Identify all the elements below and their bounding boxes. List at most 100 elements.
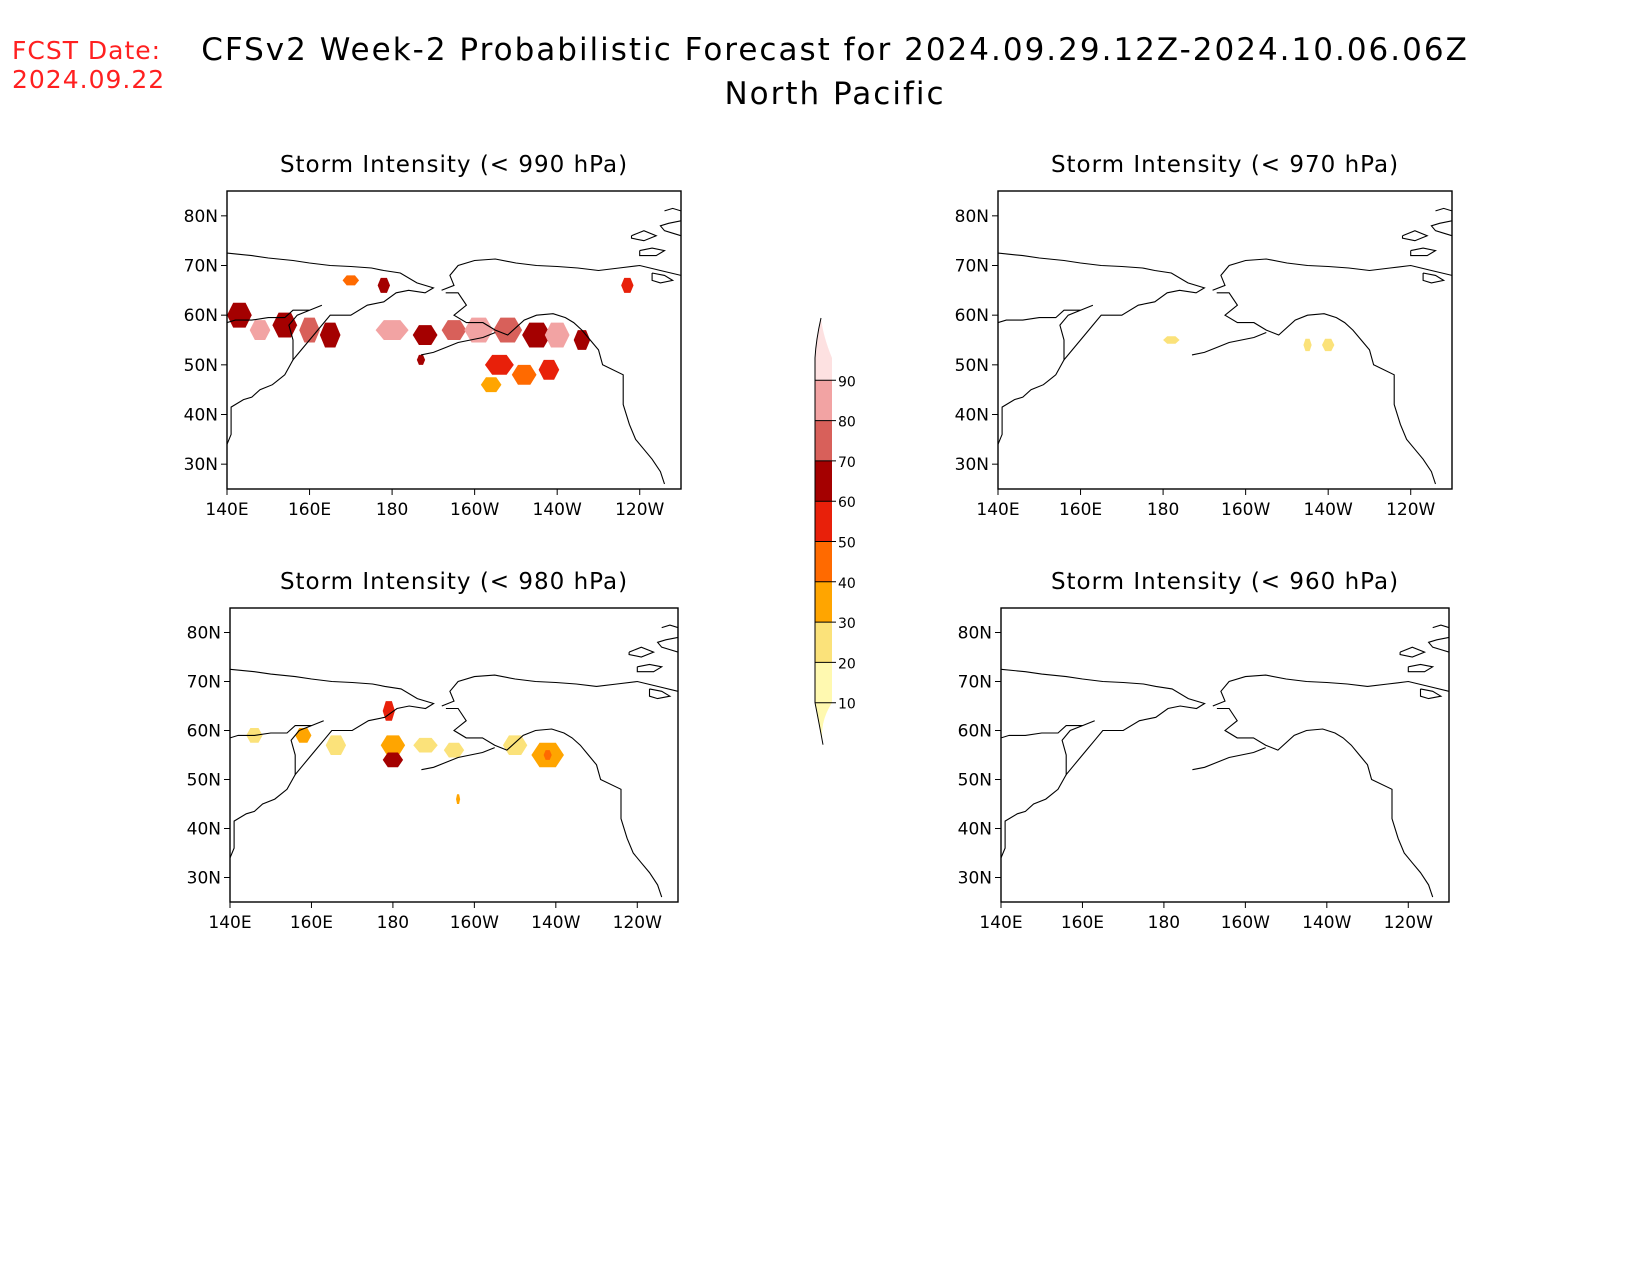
lat-label: 40N — [184, 406, 218, 426]
coastline — [1212, 674, 1449, 707]
probability-cell — [443, 742, 465, 758]
probability-cell — [413, 737, 438, 753]
coastline — [445, 292, 666, 485]
colorbar-swatch — [815, 460, 832, 502]
lon-label: 180 — [1147, 500, 1179, 520]
forecast-date-label: FCST Date: 2024.09.22 — [12, 36, 165, 94]
probability-cell — [621, 277, 634, 293]
lon-label: 140W — [1302, 913, 1351, 933]
coastline — [1216, 292, 1437, 485]
coastline — [1410, 247, 1437, 257]
coastline — [1419, 688, 1443, 700]
coastline — [651, 272, 675, 284]
lon-label: 180 — [376, 500, 408, 520]
lat-label: 60N — [958, 722, 992, 742]
probability-cell — [299, 317, 320, 343]
coastline — [230, 668, 435, 777]
probability-cell — [272, 312, 298, 338]
coastline — [1212, 258, 1452, 291]
probability-cell — [319, 322, 341, 348]
colorbar: 10 20 30 40 50 60 70 80 90 — [814, 317, 856, 745]
probability-cell — [325, 735, 347, 755]
lat-label: 70N — [958, 673, 992, 693]
coastline — [441, 674, 678, 707]
colorbar-label: 30 — [838, 616, 856, 632]
fcst-date-caption: FCST Date: — [12, 36, 162, 65]
lat-label: 70N — [955, 257, 989, 277]
coastline — [1427, 624, 1449, 653]
panel-title: Storm Intensity (< 970 hPa) — [1051, 152, 1399, 178]
probability-cell — [382, 701, 395, 721]
probability-cell — [484, 354, 514, 375]
colorbar-label: 40 — [838, 576, 856, 592]
coastline — [1001, 774, 1067, 859]
coastline — [998, 252, 1206, 362]
lon-label: 120W — [615, 500, 664, 520]
coastline — [659, 207, 681, 237]
probability-cell — [441, 320, 467, 340]
coastline — [445, 707, 663, 898]
probability-cell — [480, 377, 502, 393]
lat-label: 80N — [955, 207, 989, 227]
colorbar-swatch — [815, 380, 832, 421]
probability-cell — [1303, 338, 1312, 352]
lon-label: 120W — [1386, 500, 1435, 520]
coastline — [1216, 707, 1434, 898]
probability-cell — [538, 359, 560, 380]
lat-label: 50N — [187, 771, 221, 791]
colorbar-swatch — [815, 541, 832, 582]
coastline — [1191, 331, 1267, 356]
map-area — [230, 624, 678, 898]
probability-cell — [456, 794, 461, 804]
coastline — [656, 624, 678, 653]
coastline — [1407, 663, 1435, 673]
coastline — [1001, 668, 1206, 777]
lat-label: 80N — [958, 624, 992, 644]
coastline — [628, 646, 656, 658]
coastline — [227, 359, 294, 445]
lon-label: 160E — [290, 913, 333, 933]
lon-label: 140E — [205, 500, 248, 520]
panel-990: Storm Intensity (< 990 hPa) 80N 70N 60N 50N… — [184, 152, 682, 520]
map-area — [227, 207, 681, 485]
lat-label: 50N — [955, 356, 989, 376]
coastline — [441, 258, 681, 291]
lon-label: 160W — [1221, 913, 1270, 933]
probability-cell — [522, 322, 551, 348]
colorbar-swatch — [815, 662, 832, 703]
colorbar-label: 20 — [838, 656, 856, 672]
panel-970: Storm Intensity (< 970 hPa) 80N 70N 60N 50N… — [955, 152, 1453, 520]
lat-label: 40N — [955, 406, 989, 426]
probability-cell — [1163, 336, 1180, 344]
coastline — [648, 688, 672, 700]
probability-cell — [249, 320, 271, 340]
lon-label: 140W — [533, 500, 582, 520]
lon-label: 140W — [1304, 500, 1353, 520]
colorbar-label: 10 — [838, 697, 856, 713]
probability-cell — [502, 735, 528, 755]
probability-cell — [342, 275, 360, 286]
probability-cell — [543, 750, 552, 760]
colorbar-label: 90 — [838, 374, 856, 390]
coastline — [998, 359, 1065, 445]
probability-cell — [1321, 338, 1335, 352]
lat-label: 70N — [187, 673, 221, 693]
colorbar-swatch — [815, 622, 832, 663]
lon-label: 160E — [288, 500, 331, 520]
lon-label: 120W — [1384, 913, 1433, 933]
map-area — [998, 207, 1452, 485]
lon-label: 140E — [979, 913, 1022, 933]
lon-label: 160E — [1061, 913, 1104, 933]
lon-label: 180 — [1148, 913, 1180, 933]
probability-cell — [493, 317, 523, 343]
page-subtitle: North Pacific — [724, 76, 946, 112]
colorbar-swatch — [815, 420, 832, 461]
coastline — [1399, 646, 1427, 658]
lat-label: 60N — [955, 306, 989, 326]
map-frame — [226, 190, 682, 490]
probability-cell — [375, 320, 409, 340]
probability-cell — [573, 330, 591, 350]
lon-label: 160E — [1059, 500, 1102, 520]
coastline — [636, 663, 664, 673]
panel-title: Storm Intensity (< 960 hPa) — [1051, 569, 1399, 595]
